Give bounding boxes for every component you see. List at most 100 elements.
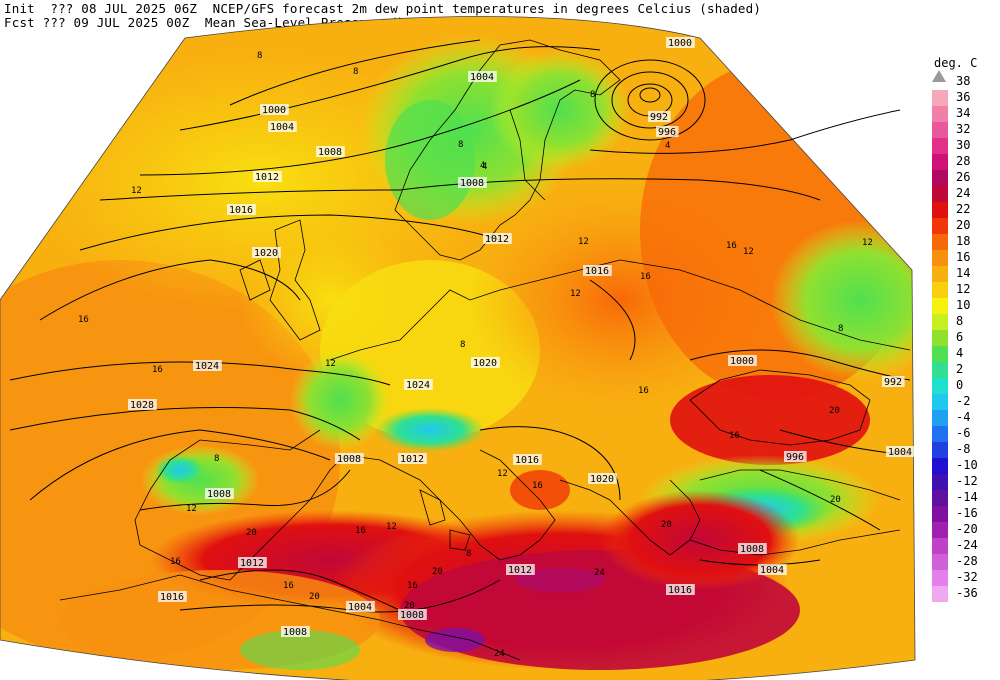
legend-label: -24 <box>956 538 978 552</box>
legend-swatch <box>932 218 948 234</box>
dewpoint-map: 1000 1004 1008 1012 1016 1020 1024 1028 992 996 10… <box>0 16 916 680</box>
dewpoint-contour-label: 20 <box>404 601 415 611</box>
dewpoint-contour-label: 16 <box>638 386 649 396</box>
pressure-label-bg <box>583 265 612 276</box>
isobar-label: 1012 <box>508 565 532 576</box>
pressure-label-bg <box>158 591 187 602</box>
pressure-label-bg <box>268 121 297 132</box>
isobar-label: 1008 <box>318 147 342 158</box>
dewpoint-contour-label: 16 <box>407 581 418 591</box>
isobar-label: 1000 <box>262 105 286 116</box>
dewpoint-contour-label: 4 <box>480 161 485 171</box>
pressure-label-bg <box>253 171 282 182</box>
dewpoint-contour-label: 24 <box>594 568 605 578</box>
legend-swatch <box>932 234 948 250</box>
pressure-label-bg <box>316 146 345 157</box>
legend-swatch <box>932 314 948 330</box>
header-init-line: Init ??? 08 JUL 2025 06Z NCEP/GFS foreca… <box>4 1 762 16</box>
isobar-label: 1016 <box>515 455 539 466</box>
dewpoint-contour-label: 12 <box>570 289 581 299</box>
pressure-label-bg <box>335 453 364 464</box>
legend-swatch <box>932 394 948 410</box>
dewpoint-contour-label: 16 <box>152 365 163 375</box>
isobar-label: 1024 <box>195 361 219 372</box>
pressure-label-bg <box>483 233 512 244</box>
isobar-label: 1008 <box>740 544 764 555</box>
pressure-label-bg <box>666 37 695 48</box>
legend-label: 34 <box>956 106 971 120</box>
isobar-label: 1004 <box>470 72 494 83</box>
dewpoint-contour-label: 8 <box>214 454 219 464</box>
isobar-label: 1020 <box>473 358 497 369</box>
legend-label: -36 <box>956 586 978 600</box>
isobar-label: 1000 <box>668 38 692 49</box>
legend-label: 6 <box>956 330 964 344</box>
isobar-label: 1024 <box>406 380 430 391</box>
dewpoint-contour-label: 16 <box>532 481 543 491</box>
legend-swatch <box>932 250 948 266</box>
dewpoint-contour-label: 24 <box>494 649 505 659</box>
legend-label: 16 <box>956 250 971 264</box>
legend-swatch <box>932 330 948 346</box>
dewpoint-contour-label: 12 <box>186 504 197 514</box>
pressure-label-bg <box>398 453 427 464</box>
dewpoint-contour-label: 4 <box>482 162 487 172</box>
legend-label: -20 <box>956 522 978 536</box>
dewpoint-contour-label: 20 <box>246 528 257 538</box>
dewpoint-contour-label: 8 <box>838 324 843 334</box>
legend-label: -32 <box>956 570 978 584</box>
dewpoint-contour-label: 20 <box>661 520 672 530</box>
pressure-label-bg <box>468 71 497 82</box>
pressure-label-bg <box>458 177 487 188</box>
isobar-label: 1008 <box>337 454 361 465</box>
pressure-label-bg <box>728 355 757 366</box>
legend-swatch <box>932 298 948 314</box>
legend-swatch <box>932 186 948 202</box>
temperature-labels: 8 8 8 4 8 4 12 12 16 16 12 16 20 20 16 20 24 20 16 12 8 12 16 2… <box>78 51 873 659</box>
pressure-label-bg <box>648 111 671 122</box>
dewpoint-contour-label: 4 <box>665 141 670 151</box>
dewpoint-contour-label: 20 <box>309 592 320 602</box>
dewpoint-contour-label: 12 <box>325 359 336 369</box>
isobar-label: 1016 <box>668 585 692 596</box>
legend-swatch <box>932 442 948 458</box>
legend-label: 2 <box>956 362 964 376</box>
isobar-label: 1004 <box>270 122 294 133</box>
legend-swatch <box>932 378 948 394</box>
legend-swatch <box>932 490 948 506</box>
legend-label: -12 <box>956 474 978 488</box>
isobar-label: 1016 <box>160 592 184 603</box>
pressure-label-bg <box>346 601 375 612</box>
dewpoint-contour-label: 16 <box>355 526 366 536</box>
dewpoint-contour-label: 8 <box>353 67 358 77</box>
pressure-labels: 1000 1004 1008 1012 1016 1020 1024 1028 992 996 10… <box>128 37 915 638</box>
legend-swatch <box>932 538 948 554</box>
pressure-label-bg <box>784 451 807 462</box>
isobar-label: 996 <box>658 127 676 138</box>
legend-swatch <box>932 122 948 138</box>
legend-swatch <box>932 266 948 282</box>
pressure-label-bg <box>128 399 157 410</box>
legend-label: 18 <box>956 234 971 248</box>
isobar-label: 1028 <box>130 400 154 411</box>
isobar-label: 1008 <box>283 627 307 638</box>
dewpoint-contour-label: 16 <box>640 272 651 282</box>
pressure-label-bg <box>506 564 535 575</box>
pressure-label-bg <box>471 357 500 368</box>
pressure-label-bg <box>193 360 222 371</box>
legend-label: -28 <box>956 554 978 568</box>
isobar-label: 996 <box>786 452 804 463</box>
pressure-label-bg <box>882 376 905 387</box>
legend-swatch <box>932 410 948 426</box>
pressure-label-bg <box>398 609 427 620</box>
pressure-label-bg <box>404 379 433 390</box>
legend-label: 24 <box>956 186 971 200</box>
legend-label: 20 <box>956 218 971 232</box>
pressure-label-bg <box>513 454 542 465</box>
legend-label: -4 <box>956 410 971 424</box>
legend-swatch <box>932 138 948 154</box>
pressure-label-bg <box>260 104 289 115</box>
isobar-label: 1012 <box>485 234 509 245</box>
legend-swatch <box>932 202 948 218</box>
isobar-label: 1008 <box>460 178 484 189</box>
